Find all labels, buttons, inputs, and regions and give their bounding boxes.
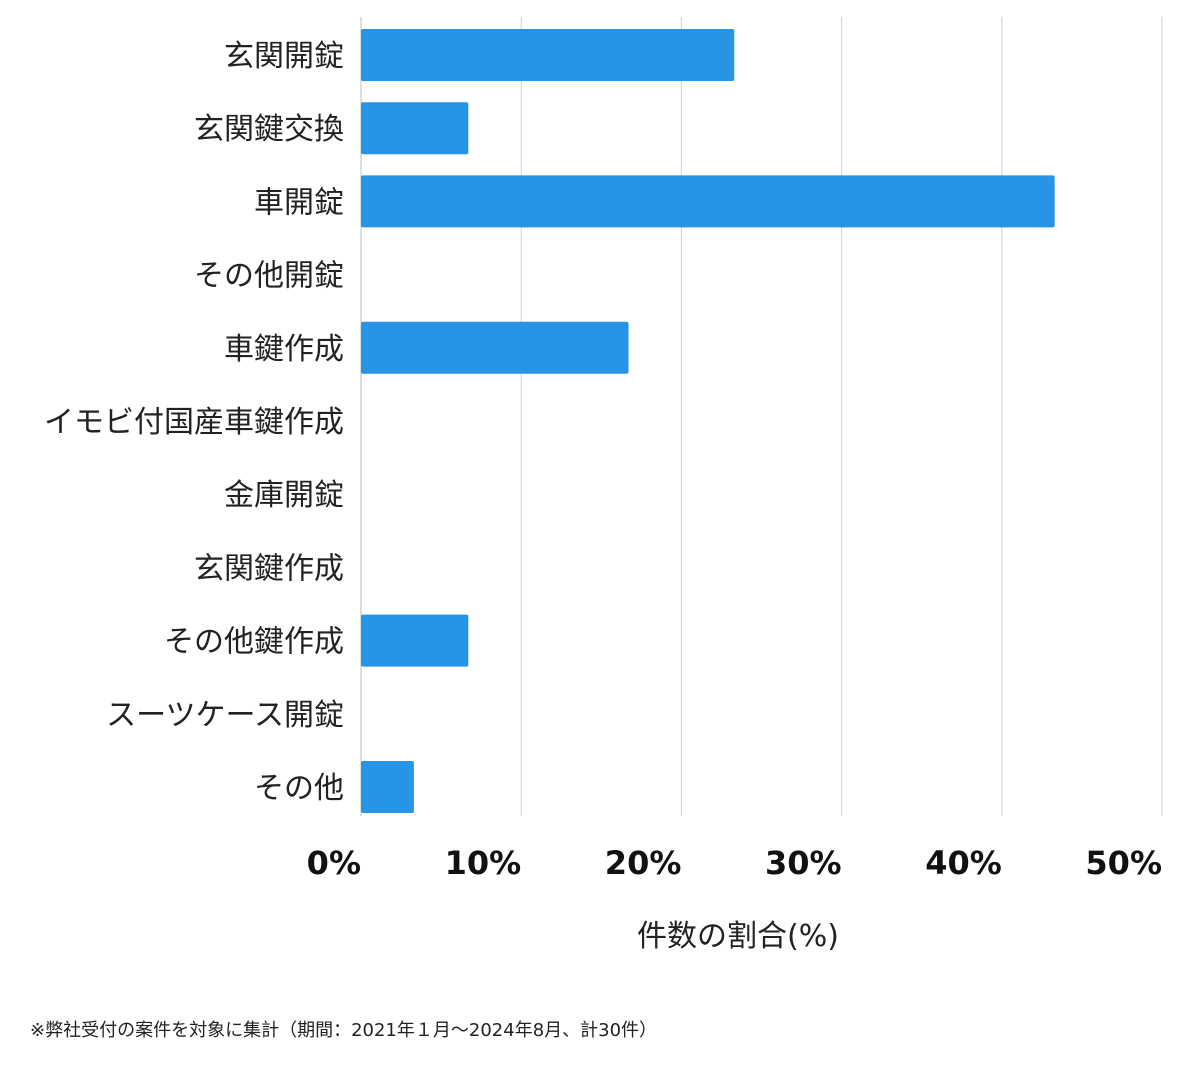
bar-chart: 玄関開錠玄関鍵交換車開錠その他開錠車鍵作成イモビ付国産車鍵作成金庫開錠玄関鍵作成… bbox=[44, 17, 1163, 954]
category-label: 車鍵作成 bbox=[224, 332, 344, 367]
footnote: ※弊社受付の案件を対象に集計（期間：2021年１月〜2024年8月、計30件） bbox=[30, 1020, 658, 1041]
bar bbox=[361, 761, 414, 813]
x-tick-label: 50% bbox=[1085, 844, 1162, 882]
bar bbox=[361, 29, 735, 81]
bar bbox=[361, 614, 469, 667]
category-label: 玄関鍵交換 bbox=[194, 112, 344, 147]
category-label: 玄関鍵作成 bbox=[194, 551, 344, 586]
category-label: 金庫開錠 bbox=[224, 478, 344, 513]
x-tick-label: 20% bbox=[605, 844, 682, 882]
category-labels: 玄関開錠玄関鍵交換車開錠その他開錠車鍵作成イモビ付国産車鍵作成金庫開錠玄関鍵作成… bbox=[44, 39, 344, 806]
category-label: その他鍵作成 bbox=[164, 625, 344, 660]
x-tick-label: 10% bbox=[445, 844, 522, 882]
category-label: イモビ付国産車鍵作成 bbox=[44, 405, 344, 440]
category-label: スーツケース開錠 bbox=[106, 698, 344, 733]
x-tick-label: 40% bbox=[925, 844, 1002, 882]
bar bbox=[361, 175, 1055, 228]
category-label: 玄関開錠 bbox=[224, 39, 344, 74]
bar bbox=[361, 321, 629, 374]
x-tick-labels: 0% 10% 20% 30% 40% 50% bbox=[307, 844, 1162, 882]
x-tick-label: 0% bbox=[307, 844, 361, 882]
x-tick-label: 30% bbox=[765, 844, 842, 882]
bar bbox=[361, 102, 469, 155]
category-label: 車開錠 bbox=[254, 185, 344, 220]
category-label: その他開錠 bbox=[194, 259, 344, 294]
grid-lines bbox=[360, 17, 1163, 816]
bars bbox=[361, 29, 1055, 813]
x-axis-title: 件数の割合(%) bbox=[637, 919, 839, 954]
category-label: その他 bbox=[254, 771, 344, 806]
